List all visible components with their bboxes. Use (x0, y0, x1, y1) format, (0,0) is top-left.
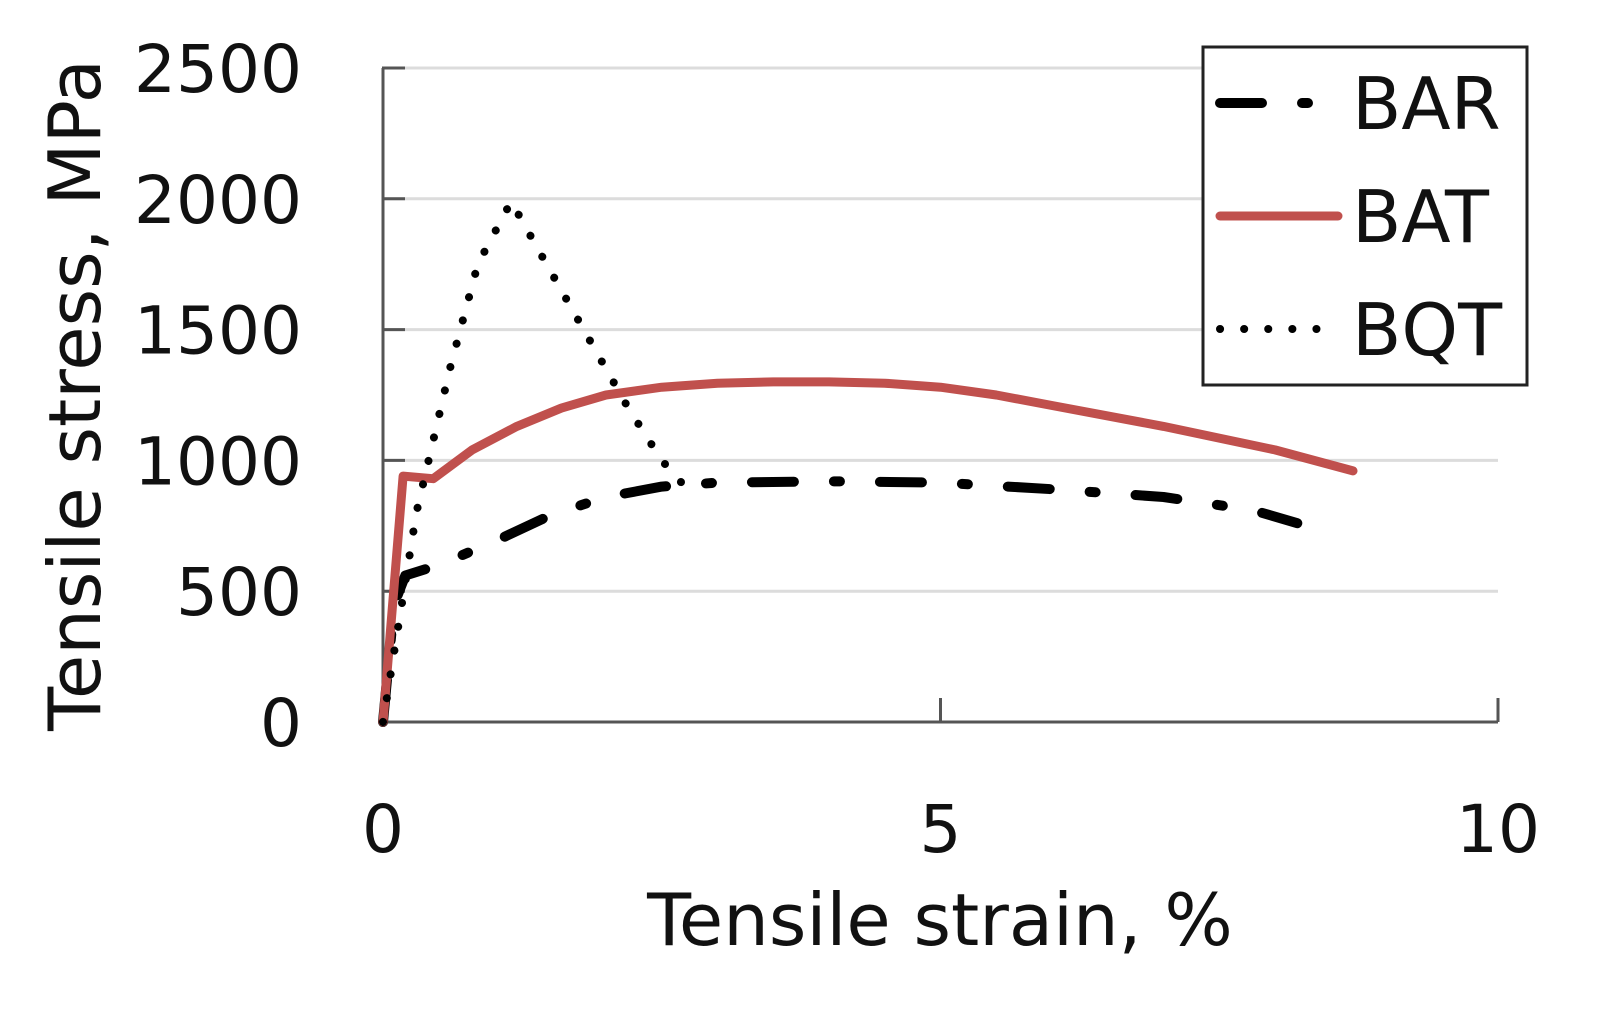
legend: BAR BAT BQT (1201, 45, 1529, 387)
series-line-bqt (379, 197, 694, 726)
legend-label-bar: BAR (1352, 62, 1501, 146)
x-axis-title: Tensile strain, % (646, 878, 1233, 962)
y-axis-title: Tensile stress, MPa (33, 59, 117, 732)
x-tick-label-5: 5 (920, 791, 962, 868)
y-tick-label-500: 500 (176, 554, 302, 631)
legend-label-bqt: BQT (1352, 288, 1503, 372)
y-tick-label-0: 0 (260, 685, 302, 762)
y-tick-label-2500: 2500 (134, 31, 302, 108)
x-tick-label-0: 0 (362, 791, 404, 868)
series-line-bat (378, 377, 1358, 727)
x-tick-label-10: 10 (1456, 791, 1540, 868)
series-layer (378, 197, 1358, 727)
y-tick-label-1500: 1500 (134, 293, 302, 370)
y-tick-label-2000: 2000 (134, 162, 302, 239)
series-line-bar (378, 476, 1303, 727)
y-ticks: 0 500 1000 1500 2000 2500 (134, 31, 405, 762)
y-tick-label-1000: 1000 (134, 423, 302, 500)
x-ticks: 0 5 10 (362, 698, 1540, 868)
legend-label-bat: BAT (1352, 175, 1490, 259)
